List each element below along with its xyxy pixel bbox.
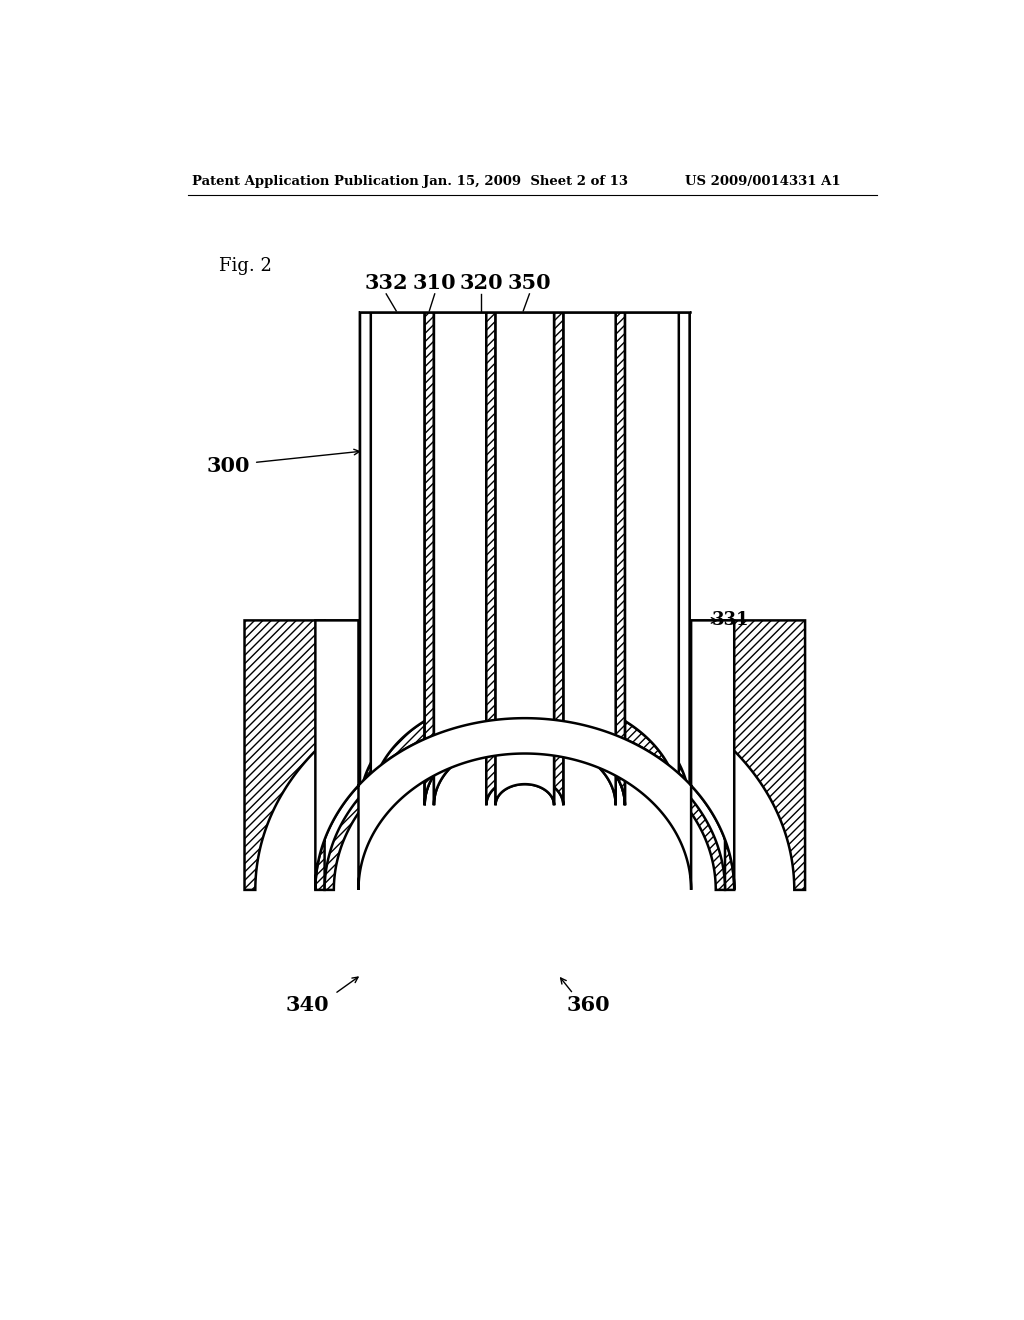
Text: 340: 340	[286, 995, 330, 1015]
Polygon shape	[360, 313, 689, 805]
Polygon shape	[434, 313, 615, 805]
Text: 332: 332	[365, 273, 408, 293]
Polygon shape	[325, 726, 725, 890]
Text: US 2009/0014331 A1: US 2009/0014331 A1	[685, 176, 841, 187]
Text: Fig. 2: Fig. 2	[219, 257, 272, 275]
Text: 331: 331	[712, 611, 750, 630]
Polygon shape	[496, 313, 554, 805]
Text: Patent Application Publication: Patent Application Publication	[193, 176, 419, 187]
Text: Jan. 15, 2009  Sheet 2 of 13: Jan. 15, 2009 Sheet 2 of 13	[423, 176, 628, 187]
Text: 350: 350	[508, 273, 551, 293]
Polygon shape	[425, 313, 625, 805]
Polygon shape	[486, 313, 563, 805]
Bar	[325, 620, 364, 673]
Text: 300: 300	[207, 457, 250, 477]
Polygon shape	[371, 313, 679, 805]
Polygon shape	[245, 620, 805, 890]
Text: 320: 320	[459, 273, 503, 293]
Polygon shape	[360, 313, 689, 805]
Bar	[360, 289, 689, 313]
Bar	[686, 620, 725, 673]
Text: 360: 360	[567, 995, 610, 1015]
Polygon shape	[315, 620, 734, 890]
Text: 310: 310	[413, 273, 457, 293]
